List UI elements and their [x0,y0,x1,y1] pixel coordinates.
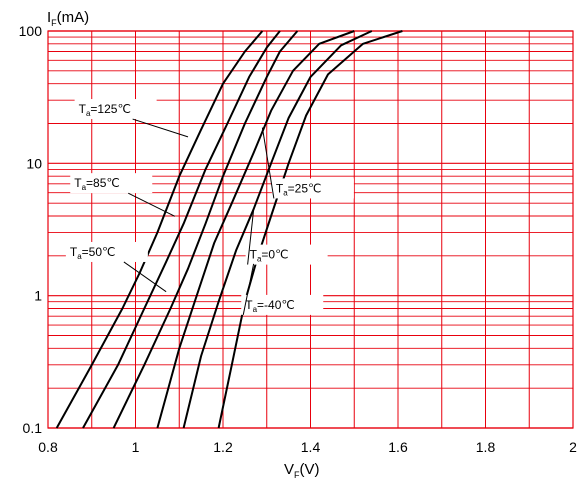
x-tick-label: 1.8 [476,439,496,455]
leader-line-4 [247,209,255,265]
x-tick-labels: 0.8 1 1.2 1.4 1.6 1.8 2 [38,439,577,455]
x-tick-label: 2 [569,439,577,455]
leader-line-0 [132,118,189,138]
series-labels: Ta=125℃ Ta=85℃ Ta=50℃ Ta=25℃ Ta=0℃ Ta=-40℃ [65,99,354,315]
series-label-background [245,244,328,265]
x-axis-label-sub: F [294,470,300,480]
x-tick-label: 1.2 [213,439,233,455]
x-axis-label: VF(V) [284,461,320,480]
series-label-2: Ta=50℃ [70,245,116,261]
series-label-0: Ta=125℃ [79,102,131,118]
leader-line-5 [242,263,255,315]
series-line-0 [55,30,264,429]
y-tick-labels: 0.1 1 10 100 [19,23,43,436]
series-label-background [70,173,153,194]
y-axis-label-main: I [47,9,51,26]
series-label-background [241,294,324,315]
plot-frame [47,30,574,429]
y-axis-label-unit: (mA) [57,9,90,26]
series-line-4 [182,30,373,429]
series-line-2 [112,30,299,429]
y-tick-label: 1 [34,288,42,304]
y-tick-label: 0.1 [23,420,43,436]
series-line-3 [156,30,355,429]
leader-line-2 [123,261,167,293]
series-lines [55,30,403,429]
leader-line-3 [261,127,275,199]
x-tick-label: 1 [132,439,140,455]
series-label-1: Ta=85℃ [74,176,120,192]
x-tick-label: 0.8 [38,439,58,455]
y-tick-label: 10 [26,155,42,171]
x-axis-label-unit: (V) [300,461,320,478]
series-line-1 [82,30,281,429]
grid [47,30,574,429]
x-axis-label-main: V [284,461,294,478]
y-axis-label: IF(mA) [47,9,89,28]
y-tick-label: 100 [19,23,43,39]
series-label-background [74,99,157,120]
series-label-background [271,178,354,199]
leader-line-1 [128,192,176,217]
series-label-3: Ta=25℃ [276,181,322,197]
series-label-4: Ta=0℃ [250,248,289,264]
series-label-5: Ta=-40℃ [245,298,295,314]
y-axis-label-sub: F [51,18,57,28]
series-label-background [65,241,148,262]
x-tick-label: 1.4 [301,439,321,455]
x-tick-label: 1.6 [388,439,408,455]
